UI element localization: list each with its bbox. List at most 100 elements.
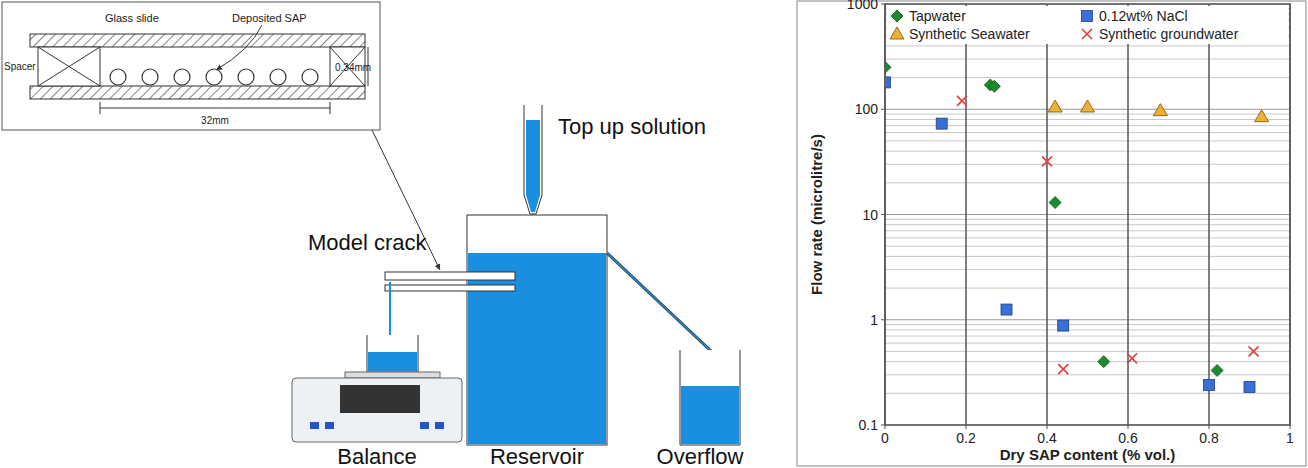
beaker-liquid [368, 352, 417, 371]
balance-pan [345, 372, 440, 378]
tick [881, 319, 885, 320]
axis-label: Flow rate (microlitre/s) [808, 134, 825, 295]
length-dimension [100, 102, 101, 114]
legend-label: Synthetic groundwater [1099, 26, 1239, 42]
legend-marker [1082, 29, 1092, 39]
minor-grid-line [885, 361, 1290, 362]
spacer [38, 47, 100, 86]
minor-grid-line [885, 164, 1290, 165]
pointer-arrow [216, 25, 262, 70]
point [957, 96, 967, 106]
series [1048, 100, 1269, 122]
label: Balance [337, 444, 417, 468]
balance-button [420, 422, 429, 429]
tick [885, 425, 886, 429]
point [1211, 364, 1223, 376]
minor-grid-line [885, 343, 1290, 344]
reservoir [467, 215, 607, 445]
balance [292, 378, 462, 442]
sap-particle [238, 69, 254, 85]
tick [966, 425, 967, 429]
label: Model crack [308, 230, 428, 255]
point [1049, 197, 1061, 209]
diagram: Glass slideDeposited SAPSpacer0.34mm32mm… [2, 2, 744, 468]
tick-label: 1 [870, 312, 878, 328]
length-dimension [100, 108, 330, 109]
tick-label: 0.1 [859, 417, 879, 433]
sap-particle [174, 69, 190, 85]
sap-particle [302, 69, 318, 85]
tick-label: 100 [855, 101, 879, 117]
legend-marker [1082, 11, 1093, 22]
inset-label: 32mm [201, 115, 229, 126]
model-crack [385, 285, 515, 291]
tick [1128, 425, 1129, 429]
glass-slide [30, 86, 365, 99]
tick [881, 109, 885, 110]
tick-label: 0 [881, 430, 889, 446]
minor-grid-line [885, 77, 1290, 78]
series [885, 61, 1223, 376]
minor-grid-line [885, 219, 1290, 220]
axis-label: Dry SAP content (% vol.) [1000, 446, 1176, 463]
minor-grid-line [885, 140, 1290, 141]
minor-grid-line [885, 45, 1290, 46]
minor-grid-line [885, 351, 1290, 352]
minor-grid-line [885, 224, 1290, 225]
minor-grid-line [885, 59, 1290, 60]
minor-grid-line [885, 246, 1290, 247]
point [1204, 379, 1215, 390]
overflow-liquid [681, 386, 739, 444]
point [885, 77, 891, 88]
tick [1047, 425, 1048, 429]
reservoir-liquid [468, 253, 606, 444]
model-crack [385, 272, 515, 280]
sap-particle [270, 69, 286, 85]
inset-frame [2, 2, 380, 130]
grid-line [1208, 4, 1210, 425]
grid [885, 4, 1290, 425]
point [1153, 104, 1167, 116]
sap-particle [142, 69, 158, 85]
page: Glass slideDeposited SAPSpacer0.34mm32mm… [0, 0, 1308, 468]
tick-label: 0.6 [1118, 430, 1138, 446]
balance-display [340, 385, 420, 413]
tick-label: 10 [862, 207, 878, 223]
tick [1290, 425, 1291, 429]
minor-grid-line [885, 374, 1290, 375]
label: Overflow [657, 444, 744, 468]
minor-grid-line [885, 269, 1290, 270]
point [936, 118, 947, 129]
tick [881, 214, 885, 215]
minor-grid-line [885, 288, 1290, 289]
point [1058, 364, 1068, 374]
chart: 0.1110100100000.20.40.60.81Dry SAP conte… [797, 0, 1306, 466]
grid-line [965, 4, 967, 425]
point [885, 61, 891, 73]
legend: Tapwater0.12wt% NaClSynthetic SeawaterSy… [887, 6, 1288, 44]
minor-grid-line [885, 237, 1290, 238]
plot-frame [885, 4, 1290, 425]
glass-slide [30, 34, 365, 47]
series [957, 96, 1259, 374]
minor-grid-line [885, 324, 1290, 325]
minor-grid-line [885, 114, 1290, 115]
overflow-beaker [680, 350, 740, 445]
legend-marker [890, 27, 904, 39]
grid-line [1046, 4, 1048, 425]
label: Top up solution [558, 114, 706, 139]
point [1249, 346, 1259, 356]
chart-panel [797, 1, 1306, 466]
point [1244, 381, 1255, 392]
balance-button [435, 422, 444, 429]
minor-grid-line [885, 132, 1290, 133]
point [1058, 320, 1069, 331]
tick [1209, 425, 1210, 429]
beaker [367, 335, 418, 372]
inset-label: Spacer [4, 61, 36, 72]
legend-label: 0.12wt% NaCl [1099, 8, 1188, 24]
top-up-tube [524, 105, 542, 214]
grid-line [885, 319, 1290, 320]
spacer-cross [38, 47, 100, 86]
minor-grid-line [885, 151, 1290, 152]
